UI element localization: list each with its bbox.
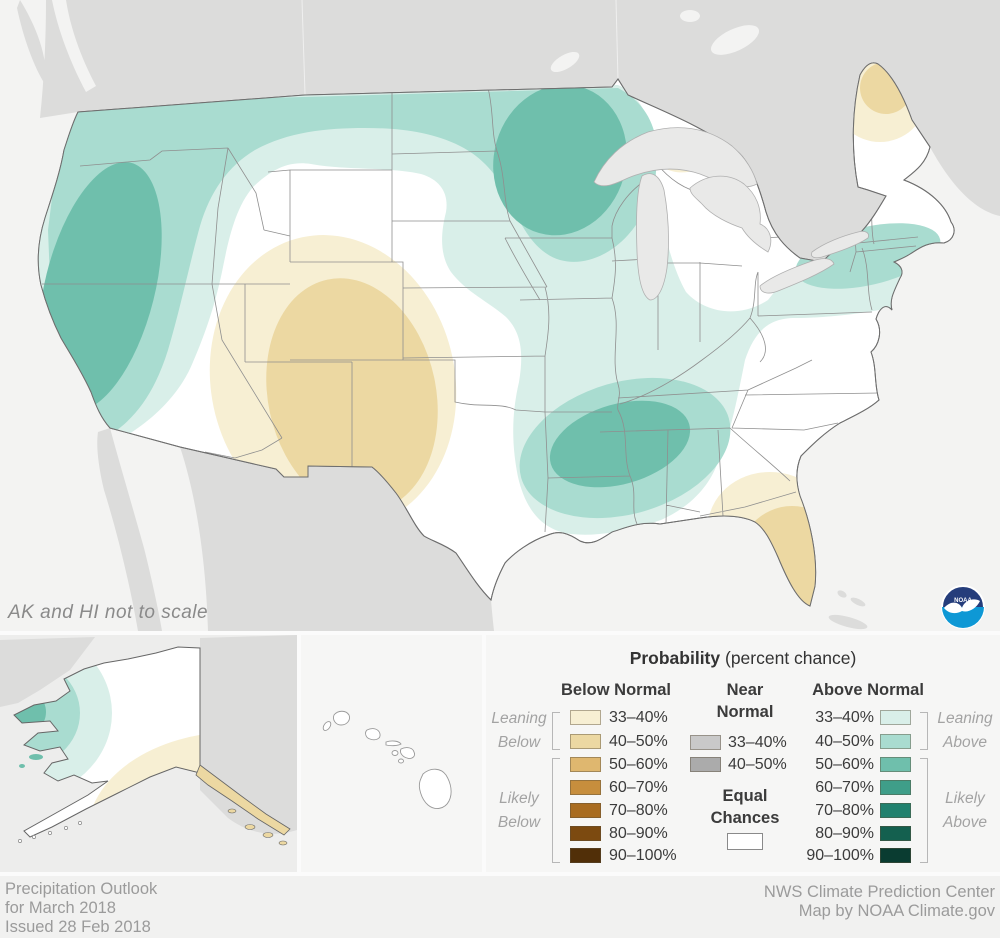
leaning-above-label: Leaning Above <box>937 710 993 751</box>
equal-chances-swatch <box>727 833 763 850</box>
near-swatch-33-40 <box>690 735 721 750</box>
lake-huron <box>689 175 772 253</box>
island-hawaii <box>418 768 452 809</box>
us-outline <box>37 62 955 607</box>
canada-lakes <box>550 10 760 73</box>
below-swatch-40-50 <box>570 734 601 749</box>
island-lanai <box>391 750 399 756</box>
likely-above-label: Likely Above <box>943 790 987 831</box>
equal-chances-label: Equal Chances <box>710 787 780 827</box>
hawaiian-islands <box>322 710 452 809</box>
panhandle-islands <box>227 808 288 846</box>
baja-california <box>97 428 162 631</box>
mexico-landmass <box>180 447 494 631</box>
alaska-inset-panel <box>0 635 297 872</box>
conus-map-panel: NOAA AK and HI not to scale <box>8 0 1000 631</box>
above-swatch-40-50 <box>880 734 911 749</box>
leaning-above-bracket <box>920 712 928 750</box>
lake-superior <box>593 127 758 188</box>
above-50-60-midsouth <box>549 400 691 488</box>
alaska-outline <box>13 646 201 838</box>
legend-panel: Probability (percent chance) Below Norma… <box>486 635 1000 872</box>
leaning-below-label: Leaning Below <box>491 710 547 751</box>
lake-ontario <box>811 230 869 259</box>
below-swatch-50-60 <box>570 757 601 772</box>
above-swatch-50-60 <box>880 757 911 772</box>
canada-landmass <box>40 0 1000 262</box>
above-swatch-70-80 <box>880 803 911 818</box>
island-maui <box>400 747 415 759</box>
hawaii-map <box>301 635 482 872</box>
footer-right-text: NWS Climate Prediction Center Map by NOA… <box>763 883 995 920</box>
great-lakes <box>593 127 869 301</box>
below-swatch-60-70 <box>570 780 601 795</box>
below-swatch-33-40 <box>570 710 601 725</box>
above-swatch-60-70 <box>880 780 911 795</box>
strait-of-georgia <box>52 0 96 92</box>
above-swatch-90-100 <box>880 848 911 863</box>
footer: Precipitation Outlook for March 2018 Iss… <box>0 876 1000 938</box>
island-kahoolawe <box>398 758 404 764</box>
likely-below-label: Likely Below <box>497 790 541 831</box>
probability-shading <box>38 62 949 607</box>
island-kauai <box>333 710 350 726</box>
alaska-map <box>0 635 297 872</box>
lake-michigan <box>636 173 669 301</box>
aleutian-islands <box>18 821 82 843</box>
above-50-60-minnesota-wisconsin <box>493 84 627 236</box>
leaning-below-bracket <box>552 712 560 750</box>
above-swatch-33-40 <box>880 710 911 725</box>
conus-map: NOAA <box>17 0 1000 631</box>
russia-landmass <box>0 637 95 707</box>
caribbean-islands <box>828 590 868 630</box>
below-swatch-80-90 <box>570 826 601 841</box>
near-swatch-40-50 <box>690 757 721 772</box>
st-lawrence-island <box>19 754 43 768</box>
hawaii-inset-panel <box>301 635 482 872</box>
legend-title: Probability (percent chance) <box>629 648 857 668</box>
above-swatch-80-90 <box>880 826 911 841</box>
hi-background <box>301 635 482 872</box>
lake-erie <box>759 258 835 294</box>
footer-left-text: Precipitation Outlook for March 2018 Iss… <box>5 880 158 936</box>
island-oahu <box>365 728 381 741</box>
below-normal-header: Below Normal <box>560 681 672 699</box>
noaa-logo: NOAA <box>941 585 985 629</box>
alaska-panhandle <box>195 764 291 836</box>
likely-above-bracket <box>920 758 928 863</box>
scale-annotation: AK and HI not to scale <box>8 602 209 623</box>
noaa-logo-text: NOAA <box>954 598 972 604</box>
island-niihau <box>322 721 332 731</box>
below-swatch-90-100 <box>570 848 601 863</box>
likely-below-bracket <box>552 758 560 863</box>
near-normal-header: Near Normal <box>716 681 774 721</box>
canada-province-lines <box>301 0 619 95</box>
above-normal-header: Above Normal <box>812 681 924 699</box>
island-molokai <box>385 740 402 747</box>
noaa-seagull-icon <box>944 599 980 614</box>
below-swatch-70-80 <box>570 803 601 818</box>
vancouver-island <box>17 0 47 86</box>
state-borders <box>42 87 919 533</box>
above-50-60-california <box>38 162 162 412</box>
